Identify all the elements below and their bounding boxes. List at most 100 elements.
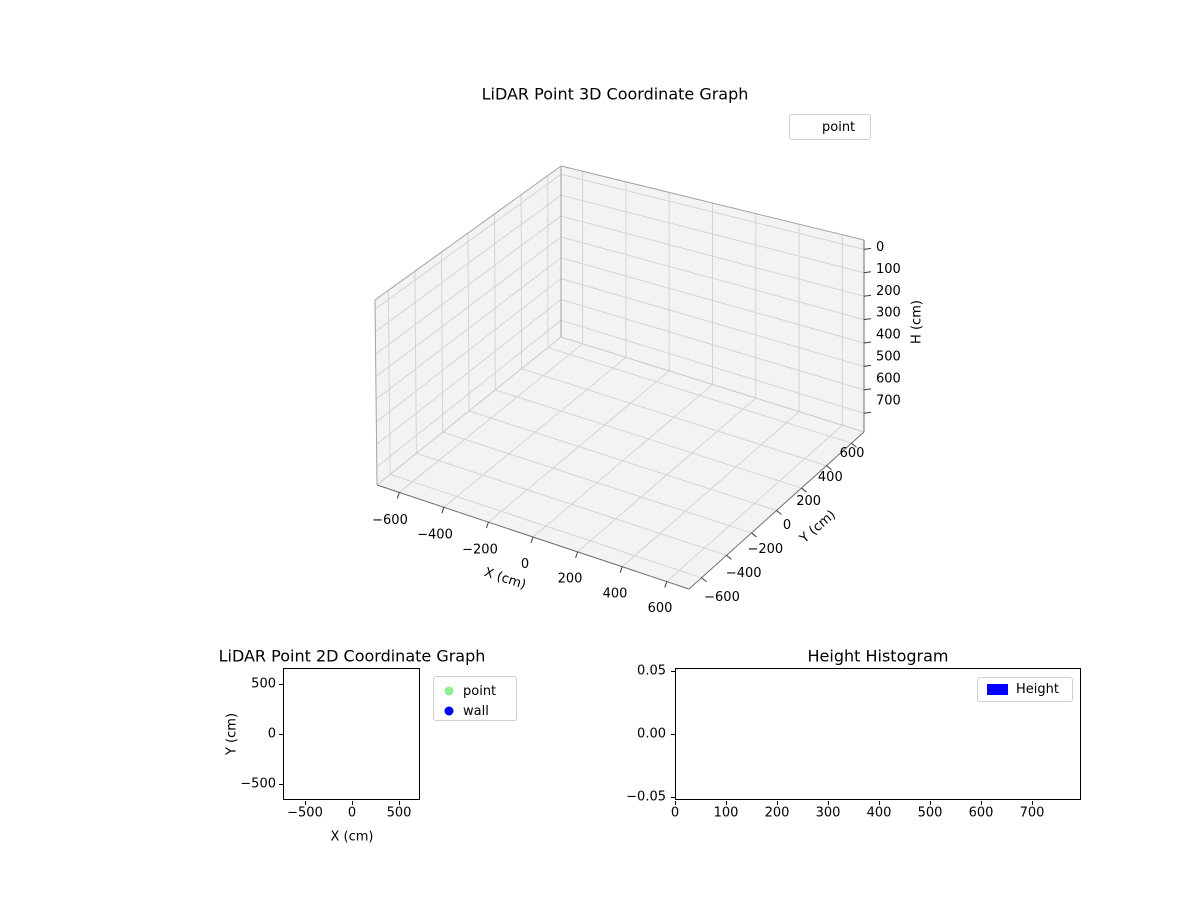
hist-xtick-mark: [726, 801, 727, 805]
h-tick-mark-3d: [863, 388, 872, 391]
hist-xtick-mark: [1032, 801, 1033, 805]
x-axis-label-3d: X (cm): [482, 565, 528, 593]
x-tick-label-3d: 600: [648, 601, 673, 616]
x-tick-label-3d: −200: [462, 542, 498, 557]
scatter-xtick-mark: [352, 801, 353, 805]
box-edge-3d: [560, 165, 865, 241]
grid-line-3d: [577, 397, 757, 553]
x-tick-mark-3d: [485, 521, 489, 529]
grid-line-3d: [442, 431, 752, 534]
h-tick-label-3d: 700: [876, 393, 901, 408]
y-tick-mark-3d: [826, 465, 832, 471]
grid-line-3d: [467, 232, 470, 412]
box-edge-3d: [560, 336, 865, 433]
hist-xtick-label: 100: [713, 805, 739, 821]
box-edge-3d: [376, 336, 562, 486]
grid-line-3d: [560, 278, 865, 367]
hist-xtick-label: 0: [670, 805, 680, 821]
y-tick-mark-3d: [751, 532, 757, 538]
hist-xtick-label: 500: [917, 805, 943, 821]
y-tick-label-3d: −600: [704, 590, 740, 605]
x-axis-label-2d: X (cm): [330, 829, 374, 845]
legend-entry-point: point: [444, 681, 516, 701]
h-tick-mark-3d: [863, 341, 872, 344]
hist-xtick-mark: [675, 801, 676, 805]
grid-line-3d: [414, 271, 417, 454]
box-edge-3d: [374, 165, 562, 301]
y-axis-label-2d: Y (cm): [224, 712, 240, 756]
grid-line-3d: [495, 389, 802, 489]
grid-line-3d: [389, 473, 702, 579]
scatter-ytick-mark: [279, 734, 283, 735]
grid-line-3d: [376, 278, 562, 423]
grid-line-3d: [468, 410, 777, 511]
grid-line-3d: [521, 368, 827, 467]
pane-right-3d: [561, 166, 864, 432]
hist-xtick-label: 300: [815, 805, 841, 821]
grid-line-3d: [443, 356, 627, 508]
hist-xtick-mark: [981, 801, 982, 805]
hist-xtick-label: 400: [866, 805, 892, 821]
pane-left-3d: [375, 166, 561, 485]
legend-histogram: Height: [977, 677, 1073, 702]
y-axis-line-3d: [688, 431, 865, 590]
hist-xtick-label: 600: [968, 805, 994, 821]
h-tick-label-3d: 100: [876, 262, 901, 277]
legend-label-height: Height: [1016, 682, 1059, 697]
grid-line-3d: [375, 257, 562, 400]
y-tick-label-3d: 400: [818, 470, 843, 485]
x-tick-label-3d: 0: [521, 557, 529, 572]
grid-line-3d: [560, 257, 865, 344]
legend-3d: point: [789, 114, 871, 140]
grid-line-3d: [666, 424, 843, 582]
h-axis-label-3d: H (cm): [909, 300, 925, 344]
y-axis-label-3d: Y (cm): [797, 507, 839, 547]
hist-ytick-mark: [671, 734, 675, 735]
h-tick-mark-3d: [863, 294, 872, 297]
hist-xtick-label: 200: [764, 805, 790, 821]
y-tick-label-3d: 600: [840, 446, 865, 461]
chart-3d-title: LiDAR Point 3D Coordinate Graph: [481, 84, 749, 104]
hist-xtick-mark: [879, 801, 880, 805]
legend-entry-wall: wall: [444, 701, 516, 721]
hist-xtick-label: 700: [1019, 805, 1045, 821]
grid-line-3d: [440, 252, 444, 433]
legend-label-point-3d: point: [822, 119, 856, 135]
hist-ytick-mark: [671, 797, 675, 798]
x-tick-mark-3d: [396, 492, 400, 499]
h-tick-label-3d: 600: [876, 371, 901, 386]
grid-line-3d: [560, 236, 865, 321]
h-tick-mark-3d: [863, 318, 872, 321]
x-tick-mark-3d: [530, 536, 534, 544]
h-tick-label-3d: 300: [876, 306, 901, 321]
legend-label-wall: wall: [463, 703, 489, 719]
hist-xtick-mark: [777, 801, 778, 805]
x-tick-mark-3d: [664, 581, 668, 588]
y-tick-mark-3d: [701, 577, 707, 583]
grid-line-3d: [375, 194, 562, 332]
legend-label-point: point: [463, 683, 497, 699]
x-tick-label-3d: −400: [417, 528, 453, 543]
h-tick-label-3d: 0: [876, 240, 884, 255]
scatter-ytick-mark: [279, 784, 283, 785]
grid-line-3d: [621, 411, 800, 568]
grid-line-3d: [560, 215, 865, 297]
h-tick-mark-3d: [863, 247, 872, 250]
x-tick-label-3d: 400: [603, 586, 628, 601]
scatter-xtick-mark: [399, 801, 400, 805]
h-tick-mark-3d: [863, 364, 872, 367]
scatter-xtick-label: 500: [386, 805, 412, 821]
grid-line-3d: [547, 347, 852, 444]
h-tick-label-3d: 500: [876, 350, 901, 365]
grid-line-3d: [376, 299, 562, 445]
grid-line-3d: [560, 194, 865, 274]
y-tick-mark-3d: [801, 487, 807, 493]
grid-line-3d: [416, 452, 727, 556]
h-tick-label-3d: 400: [876, 328, 901, 343]
grid-line-3d: [560, 298, 865, 391]
grid-line-3d: [398, 343, 583, 493]
y-tick-mark-3d: [851, 442, 857, 448]
y-tick-label-3d: −200: [747, 542, 783, 557]
grid-line-3d: [494, 213, 496, 390]
